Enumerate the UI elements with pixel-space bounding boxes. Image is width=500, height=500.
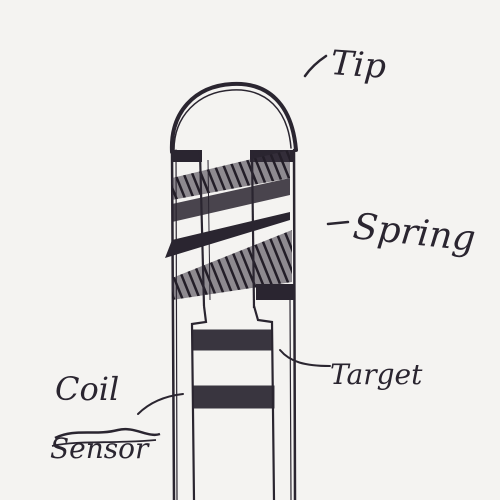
label-sensor: Sensor	[50, 432, 150, 465]
tip-dome	[169, 81, 298, 154]
target-leader	[279, 349, 331, 367]
label-tip: Tip	[329, 43, 387, 87]
target-body	[190, 305, 276, 500]
leader-lines	[137, 54, 350, 415]
label-sensor-struck: Sensor	[50, 427, 161, 465]
label-target: Target	[330, 358, 423, 391]
spring	[165, 150, 294, 309]
target-band-lower	[193, 385, 275, 409]
target-band-upper	[191, 329, 273, 351]
label-spring: Spring	[351, 206, 477, 260]
tip-leader	[303, 54, 328, 78]
outer-wall-left	[170, 148, 176, 500]
label-coil: Coil	[55, 370, 119, 408]
strike-through	[54, 427, 161, 440]
outer-wall-right	[292, 148, 297, 500]
spring-leader	[326, 220, 350, 226]
coil-leader	[137, 393, 184, 415]
